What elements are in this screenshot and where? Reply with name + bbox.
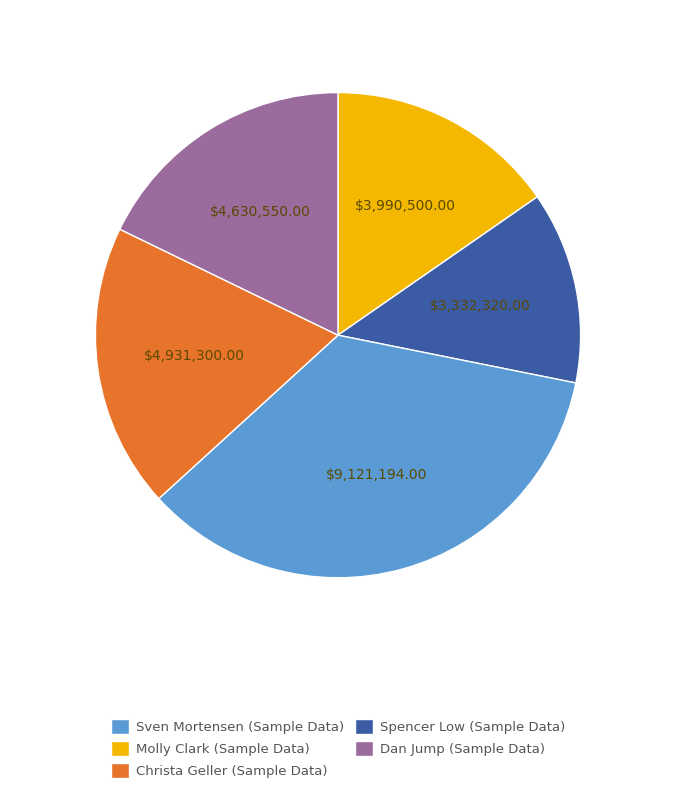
Wedge shape [120,93,338,335]
Text: $3,990,500.00: $3,990,500.00 [355,200,456,213]
Wedge shape [338,197,581,383]
Wedge shape [95,229,338,499]
Text: $4,630,550.00: $4,630,550.00 [210,205,311,219]
Wedge shape [338,93,537,335]
Text: $9,121,194.00: $9,121,194.00 [327,468,428,483]
Wedge shape [159,335,576,578]
Legend: Sven Mortensen (Sample Data), Molly Clark (Sample Data), Christa Geller (Sample : Sven Mortensen (Sample Data), Molly Clar… [105,714,571,784]
Text: $3,332,320.00: $3,332,320.00 [430,298,531,313]
Text: $4,931,300.00: $4,931,300.00 [143,349,245,363]
